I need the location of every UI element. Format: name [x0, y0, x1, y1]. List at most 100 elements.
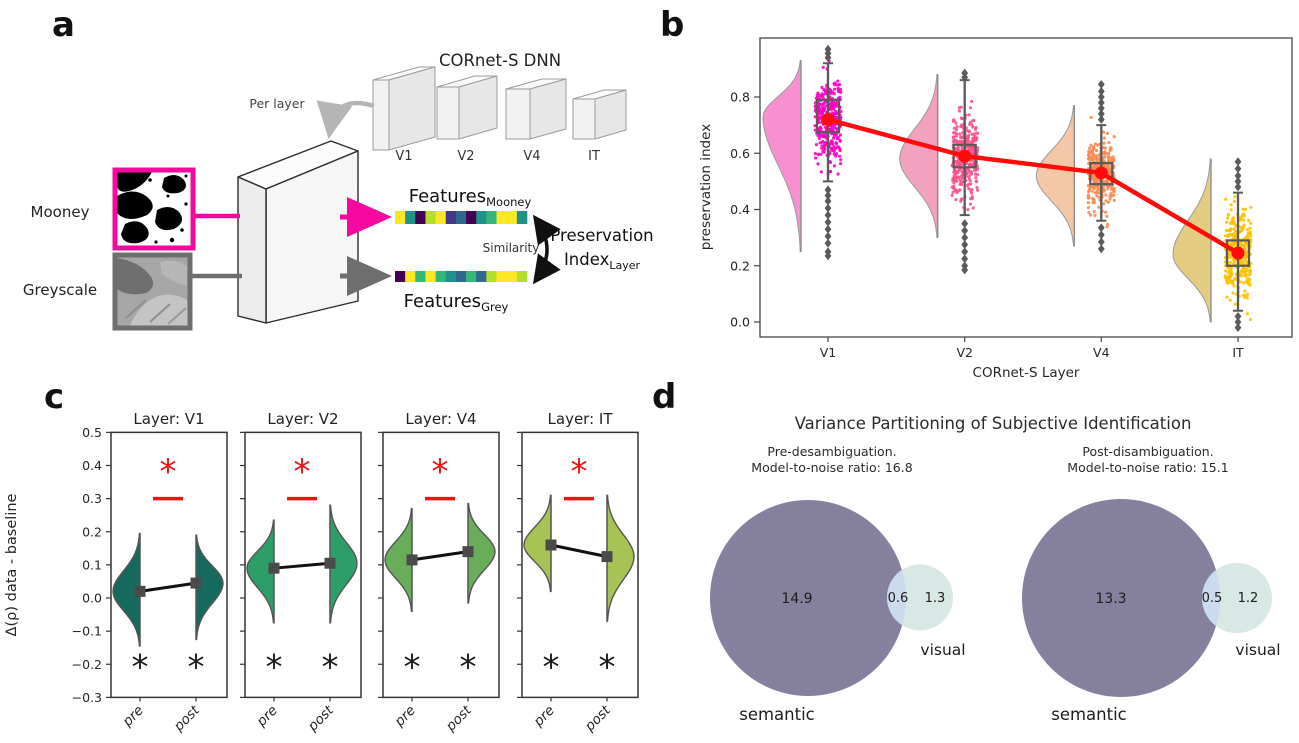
venn-post: Post-disambiguation.Model-to-noise ratio…	[1022, 444, 1281, 724]
panel-c-violin-chart: Δ(ρ) data - baseline Layer: V1 0.5 0.4 0.3 0.…	[4, 410, 639, 735]
plot-border	[759, 37, 1293, 338]
panel-a-diagram: CORnet-S DNN V1 V2 V4 IT Per layer	[23, 51, 654, 331]
visual-label: visual	[1235, 641, 1280, 659]
half-violin-V1	[762, 59, 802, 253]
visual-label: visual	[920, 641, 965, 659]
significance-asterisk-pre: *	[543, 648, 560, 688]
y-tick-label: 0.5	[82, 425, 102, 440]
panel-label-b: b	[660, 5, 685, 45]
panel-b-raincloud-chart: 0.0 0.2 0.4 0.6 0.8 preservation index V1 V2 V4 I…	[698, 37, 1293, 381]
dnn-block-v1-side	[388, 66, 436, 151]
significance-asterisk-pre: *	[404, 648, 421, 688]
pair-significance-asterisk: *	[571, 452, 588, 492]
pair-significance-asterisk: *	[294, 452, 311, 492]
dnn-title: CORnet-S DNN	[439, 51, 561, 70]
mean-line	[827, 117, 1240, 256]
semantic-value: 14.9	[781, 591, 812, 607]
raincloud-V1	[762, 44, 843, 261]
y-axis-label: Δ(ρ) data - baseline	[4, 493, 20, 636]
y-tick-label: −0.1	[72, 624, 102, 639]
visual-circle	[1202, 563, 1272, 633]
venn-subtitle-line1: Pre-desambiguation.	[767, 444, 896, 459]
venn-title: Variance Partitioning of Subjective Iden…	[795, 414, 1192, 433]
venn-subtitle-line1: Post-disambiguation.	[1082, 444, 1213, 459]
half-violin-post	[195, 534, 224, 641]
subplot-title: Layer: V1	[133, 410, 204, 428]
mean-marker-pre	[406, 554, 418, 566]
significance-asterisk-post: *	[188, 648, 205, 688]
dnn-block-v4-front	[505, 88, 531, 140]
mean-marker-pre	[545, 539, 557, 551]
y-tick-label: 0.3	[82, 491, 102, 506]
venn-subtitle-line2: Model-to-noise ratio: 16.8	[751, 460, 912, 475]
overlap-value: 0.6	[888, 591, 909, 606]
outliers-IT	[1234, 157, 1242, 333]
raincloud-V2	[899, 68, 980, 275]
semantic-circle	[710, 500, 906, 696]
features-grey-label: FeaturesGrey	[404, 291, 509, 314]
venn-subtitle-line2: Model-to-noise ratio: 15.1	[1067, 460, 1228, 475]
y-tick-label: 0.6	[730, 146, 750, 161]
panel-label-a: a	[52, 5, 75, 45]
significance-asterisk-post: *	[322, 648, 339, 688]
y-tick-label: 0.4	[730, 202, 750, 217]
mean-connector	[273, 561, 331, 570]
x-tick-label: IT	[1232, 345, 1244, 360]
dnn-block-it-front	[572, 98, 596, 140]
x-tick-label: V4	[1093, 345, 1110, 360]
mean-marker-pre	[134, 585, 146, 597]
x-tick-label: V1	[820, 345, 837, 360]
y-tick-label: −0.2	[72, 657, 102, 672]
mean-dot-V1	[821, 113, 835, 126]
mean-dot-V4	[1094, 166, 1108, 180]
x-tick-label-post: post	[170, 702, 203, 735]
y-tick-label: 0.0	[82, 591, 102, 606]
mean-marker-post	[324, 557, 336, 569]
x-tick-label-post: post	[304, 702, 337, 735]
raincloud-V4	[1035, 79, 1116, 254]
half-violin-pre	[384, 507, 413, 612]
mean-connector	[139, 581, 197, 593]
features-mooney-vector	[395, 211, 528, 224]
dnn-layer-label-v2: V2	[457, 149, 474, 164]
outliers-V1	[824, 44, 832, 261]
mean-marker-pre	[268, 562, 280, 574]
half-violin-IT	[1172, 158, 1212, 323]
subplot-title: Layer: V2	[267, 410, 338, 428]
dnn-block-v2-front	[436, 86, 460, 140]
x-tick-label-post: post	[581, 702, 614, 735]
subplot-layer-v1: Layer: V1 0.5 0.4 0.3 0.2 0.1 0.0 −0.1 −0.2 −0.3 *…	[72, 410, 228, 735]
pair-significance-asterisk: *	[160, 452, 177, 492]
visual-value: 1.2	[1238, 591, 1259, 606]
similarity-double-arrow	[532, 214, 561, 285]
greyscale-image-content	[117, 258, 188, 326]
half-violin-V2	[899, 74, 939, 239]
significance-asterisk-pre: *	[266, 648, 283, 688]
dnn-blocks	[372, 66, 627, 151]
panel-label-d: d	[652, 377, 677, 417]
half-violin-pre	[246, 519, 275, 624]
semantic-value: 13.3	[1095, 591, 1126, 607]
greyscale-label: Greyscale	[23, 281, 97, 299]
mooney-label: Mooney	[31, 203, 90, 221]
mooney-image-content	[117, 172, 188, 244]
half-violin-post	[606, 494, 635, 622]
semantic-circle	[1022, 499, 1220, 697]
half-violin-pre	[112, 532, 141, 647]
subplot-layer-v4: Layer: V4 * * * pre post	[378, 410, 500, 735]
y-tick-label: 0.1	[82, 557, 102, 572]
preservation-label-line1: Preservation	[550, 226, 653, 245]
mean-marker-post	[601, 551, 613, 563]
per-layer-arrow	[316, 100, 375, 139]
dnn-layer-label-v1: V1	[395, 149, 412, 164]
mean-connector	[550, 543, 608, 559]
mean-marker-post	[462, 546, 474, 558]
y-tick-label: 0.2	[82, 524, 102, 539]
x-tick-label-pre: pre	[119, 703, 147, 731]
significance-asterisk-post: *	[460, 648, 477, 688]
dnn-block-it-side	[594, 89, 627, 140]
x-tick-label-post: post	[442, 702, 475, 735]
significance-asterisk-pre: *	[132, 648, 149, 688]
overlap-region	[886, 569, 907, 626]
